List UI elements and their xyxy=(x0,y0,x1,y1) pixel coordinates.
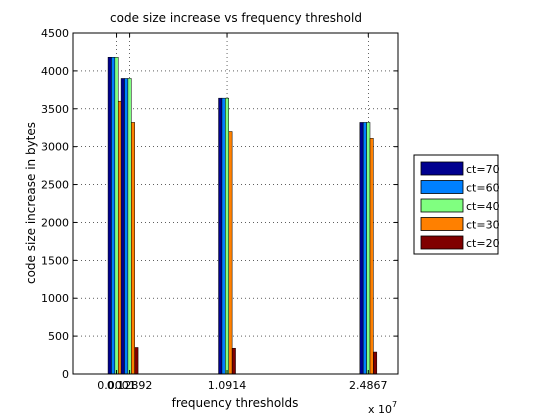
y-tick-label: 4000 xyxy=(41,65,69,78)
x-tick-label: 1.0914 xyxy=(208,379,247,392)
bar-ct70-1.0914 xyxy=(218,97,223,375)
plot-area-frame xyxy=(72,32,399,375)
bar-ct70-2.4867 xyxy=(359,122,364,375)
bar-ct60-2.4867 xyxy=(362,122,367,375)
y-tick-label: 1000 xyxy=(41,292,69,305)
bar-ct20-2.4867 xyxy=(373,351,378,375)
legend-label: ct=20 xyxy=(466,237,500,250)
legend: ct=70 ct=60 ct=40 ct=30 ct=20 xyxy=(413,154,500,255)
legend-label: ct=70 xyxy=(466,163,500,176)
bar-ct20-1.0914 xyxy=(231,347,236,375)
bar-ct30-0.12892 xyxy=(131,122,135,375)
bar-ct70-0.0001 xyxy=(107,56,112,375)
bar-ct40-2.4867 xyxy=(366,122,371,375)
legend-swatch-ct70 xyxy=(420,161,464,176)
x-tick-label: 0.0001 xyxy=(97,379,136,392)
y-axis-label: code size increase in bytes xyxy=(24,122,38,284)
y-tick-label: 3000 xyxy=(41,141,69,154)
legend-swatch-ct40 xyxy=(420,198,464,213)
legend-label: ct=40 xyxy=(466,200,500,213)
y-tick-label: 2000 xyxy=(41,216,69,229)
bar-ct70-0.12892 xyxy=(120,78,125,375)
legend-swatch-ct30 xyxy=(420,217,464,231)
bar-ct30-1.0914 xyxy=(228,131,233,375)
legend-label: ct=30 xyxy=(466,219,500,232)
y-tick-label: 500 xyxy=(48,330,69,343)
legend-swatch-ct20 xyxy=(420,235,464,250)
x-axis-label: frequency thresholds xyxy=(172,396,299,410)
x-axis-multiplier: x 107 xyxy=(368,400,397,416)
x-tick-label: 2.4867 xyxy=(349,379,388,392)
y-tick-label: 0 xyxy=(62,368,69,381)
y-axis-ticks: 0 500 1000 1500 2000 2500 3000 3500 4000 4500 xyxy=(41,27,398,381)
bar-ct40-0.0001 xyxy=(114,56,119,375)
legend-swatch-ct60 xyxy=(420,180,464,194)
y-tick-label: 2500 xyxy=(41,179,69,192)
bar-ct30-2.4867 xyxy=(369,138,374,375)
bar-ct20-0.12892 xyxy=(134,347,139,375)
y-tick-label: 1500 xyxy=(41,254,69,267)
legend-label: ct=60 xyxy=(466,182,500,195)
bar-ct60-0.12892 xyxy=(124,78,129,375)
chart-title: code size increase vs frequency threshol… xyxy=(110,11,362,25)
x-tick-label: 0.12892 xyxy=(107,379,153,392)
bar-ct40-1.0914 xyxy=(225,97,229,375)
y-tick-label: 3500 xyxy=(41,103,69,116)
bar-ct60-1.0914 xyxy=(221,97,226,375)
y-tick-label: 4500 xyxy=(41,27,69,40)
bar-ct60-0.0001 xyxy=(111,56,116,375)
bar-ct40-0.12892 xyxy=(127,78,132,375)
bars xyxy=(107,56,378,375)
